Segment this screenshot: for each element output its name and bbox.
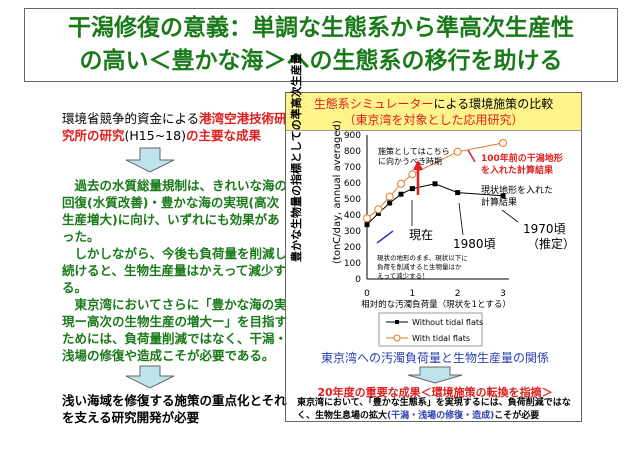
paragraph-3: 東京湾においてさらに「豊かな海の実現ー高次の生物生産の増大ー」を目指すためには、… xyxy=(62,297,288,363)
data-point xyxy=(432,181,438,187)
paragraph-1: 過去の水質総量規制は、きれいな海の回復(水質改善)・豊かな海の実現(高次生産増大… xyxy=(62,178,288,244)
y-tick-label: 600 xyxy=(344,179,361,189)
svg-text:に向かうべき時期: に向かうべき時期 xyxy=(378,156,442,166)
left-text: 環境省競争的資金による港湾空港技術研究所の研究(H15~18)の主要な成果 過去… xyxy=(62,110,287,426)
down-arrow-icon xyxy=(407,366,463,384)
svg-text:1970頃: 1970頃 xyxy=(523,222,566,236)
chart-panel: 生態系シミュレーターによる環境施策の比較 （東京湾を対象とした応用研究） xyxy=(285,92,582,422)
y-tick-label: 800 xyxy=(344,147,361,157)
svg-text:えって減少する！: えって減少する！ xyxy=(377,271,429,280)
svg-text:現在: 現在 xyxy=(409,228,433,242)
x-axis-label: 相対的な汚濁負荷量（現状を1とする） xyxy=(361,299,511,310)
paragraph-2: しかしながら、今後も負荷量を削減し続けると、生物生産量はかえって減少する。 xyxy=(62,246,288,295)
x-tick-label: 0 xyxy=(364,289,370,299)
y-tick-label: 900 xyxy=(344,131,361,141)
svg-text:現状の地形のまま、現状以下に: 現状の地形のまま、現状以下に xyxy=(377,253,468,262)
legend: Without tidal flats With tidal flats xyxy=(378,312,483,347)
conclusion: 浅い海域を修復する施策の重点化とそれを支える研究開発が必要 xyxy=(62,393,287,425)
data-point xyxy=(408,170,417,179)
y-axis-label: 豊かな生物量の指標としての準高次生産量 xyxy=(289,53,303,262)
data-point xyxy=(453,147,462,156)
x-tick-label: 1 xyxy=(409,289,415,299)
down-arrow-icon xyxy=(125,365,175,389)
data-point xyxy=(363,214,371,223)
chart-caption: 東京湾への汚濁負荷量と生物生産量の関係 xyxy=(320,351,549,365)
annotations: 施策としてはこちら に向かうべき時期 100年前の干潟地形 を入れた計算結果 現… xyxy=(376,146,575,280)
data-point xyxy=(385,192,394,201)
svg-text:1980頃: 1980頃 xyxy=(453,237,496,251)
intro: 環境省競争的資金による港湾空港技術研究所の研究(H15~18)の主要な成果 xyxy=(62,111,287,143)
svg-text:Without tidal flats: Without tidal flats xyxy=(412,318,483,327)
y-tick-label: 500 xyxy=(344,195,361,205)
data-point xyxy=(499,139,507,147)
data-point xyxy=(455,190,461,196)
y-tick-label: 0 xyxy=(355,275,361,285)
data-point xyxy=(387,200,393,206)
svg-text:100年前の干潟地形: 100年前の干潟地形 xyxy=(481,152,563,164)
slide-title: 干潟修復の意義：単調な生態系から準高次生産性 の高い＜豊かな海＞への生態系の移行… xyxy=(24,8,618,82)
y-tick-label: 400 xyxy=(344,211,361,221)
x-tick-label: 2 xyxy=(455,289,461,299)
svg-text:施策としてはこちら: 施策としてはこちら xyxy=(378,146,450,156)
y-axis-label-units: (tonC/day, annual averaged) xyxy=(332,120,343,264)
x-tick-label: 3 xyxy=(500,289,506,299)
data-point xyxy=(398,191,404,197)
y-tick-label: 300 xyxy=(344,227,361,237)
result-body: 東京湾において、「豊かな生態系」を実現するには、負荷削減ではなく、生物生息場の拡… xyxy=(297,398,571,421)
y-tick-label: 700 xyxy=(344,163,361,173)
svg-text:を入れた計算結果: を入れた計算結果 xyxy=(481,164,554,176)
data-point xyxy=(364,222,370,228)
data-point xyxy=(374,205,383,214)
data-point xyxy=(500,193,506,199)
svg-text:計算結果: 計算結果 xyxy=(481,196,517,208)
result-title: 20年度の重要な成果＜環境施策の転換を指摘＞ xyxy=(317,386,553,399)
svg-text:負荷を削減すると生物量はか: 負荷を削減すると生物量はか xyxy=(377,262,462,271)
down-arrow-icon xyxy=(125,147,175,173)
svg-text:現状地形を入れた: 現状地形を入れた xyxy=(481,184,553,196)
svg-text:With tidal flats: With tidal flats xyxy=(412,334,470,343)
y-tick-label: 100 xyxy=(344,259,361,269)
data-point xyxy=(397,179,405,188)
panel-header: 生態系シミュレーターによる環境施策の比較 （東京湾を対象とした応用研究） xyxy=(286,93,581,131)
data-point xyxy=(409,186,415,192)
y-tick-label: 200 xyxy=(344,243,361,253)
svg-text:（推定）: （推定） xyxy=(527,236,575,251)
